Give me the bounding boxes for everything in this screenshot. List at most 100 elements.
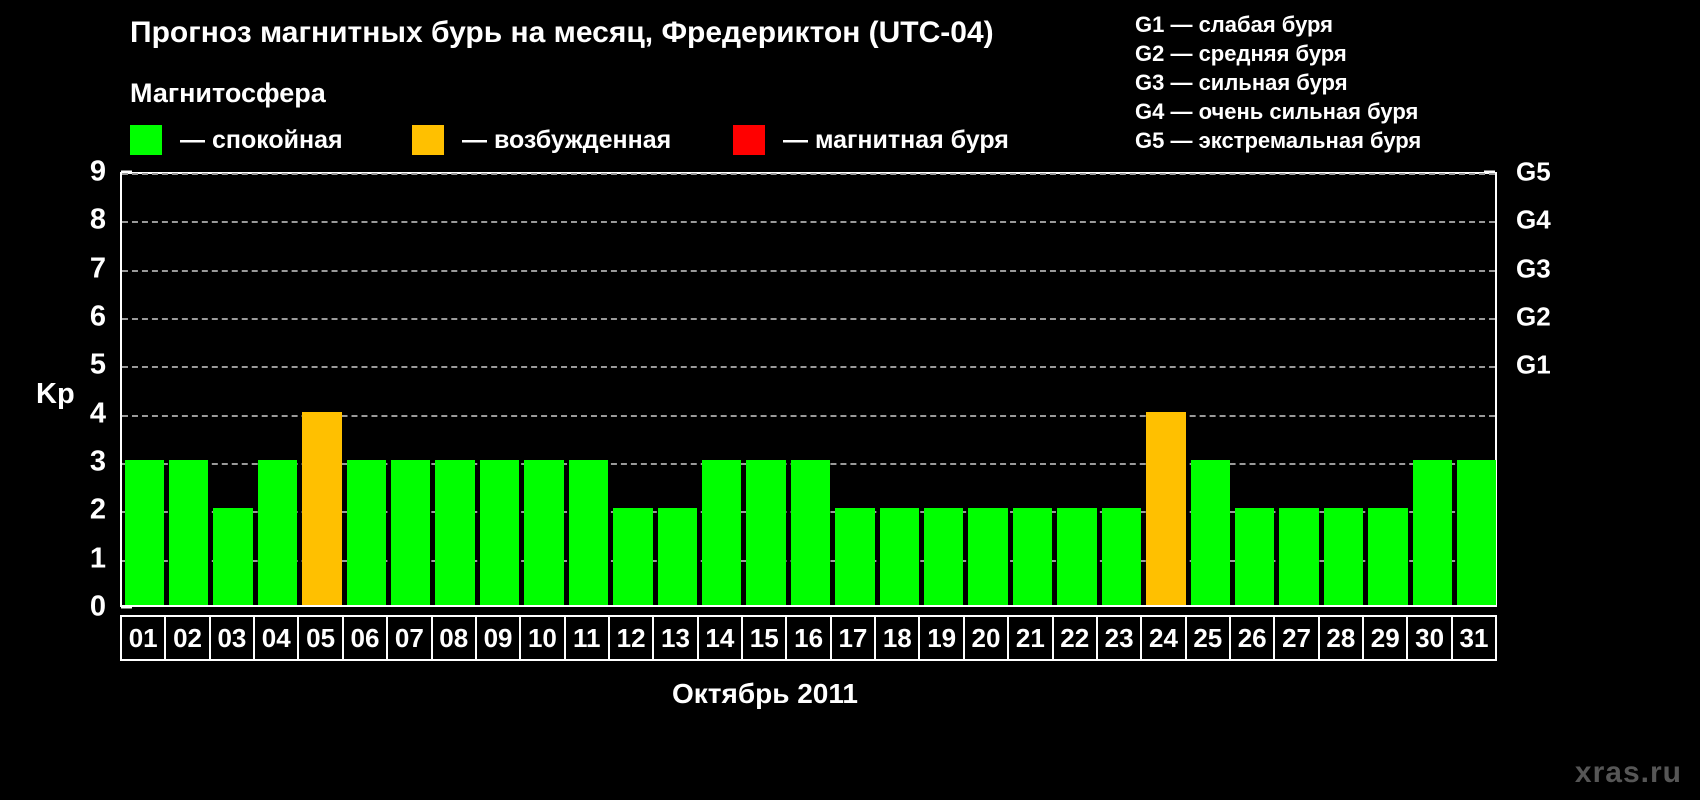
bar-day-28	[1323, 508, 1364, 605]
bar-day-09	[479, 460, 520, 605]
g-tick-G5: G5	[1516, 156, 1551, 187]
bar-day-02	[168, 460, 209, 605]
g-tick-G3: G3	[1516, 253, 1551, 284]
day-label-22: 22	[1054, 617, 1098, 659]
y-tick-9: 9	[89, 155, 106, 188]
g-tick-G4: G4	[1516, 204, 1551, 235]
bar-day-22	[1057, 508, 1097, 605]
chart-plot-area	[120, 172, 1497, 607]
legend-label-storm: — магнитная буря	[783, 125, 1009, 154]
bar-day-25	[1190, 460, 1230, 605]
storm-swatch	[733, 125, 765, 155]
y-tick-6: 6	[89, 300, 106, 333]
bar-day-26	[1234, 508, 1275, 605]
bar-series	[122, 174, 1497, 605]
day-label-30: 30	[1408, 617, 1453, 659]
x-axis-day-labels: 01 02 03 04 05 06 07 08 09 10 11 12 13 14 15 16 17 18 19 20…	[120, 615, 1497, 661]
day-label-16: 16	[787, 617, 832, 659]
day-label-14: 14	[699, 617, 744, 659]
gscale-line-g4: G4 — очень сильная буря	[1135, 99, 1419, 124]
bar-day-12	[613, 508, 653, 605]
bar-day-30	[1412, 460, 1453, 605]
bar-day-20	[968, 508, 1008, 605]
day-label-17: 17	[832, 617, 877, 659]
day-label-23: 23	[1098, 617, 1143, 659]
page-title: Прогноз магнитных бурь на месяц, Фредери…	[130, 16, 994, 49]
day-label-13: 13	[654, 617, 699, 659]
day-label-27: 27	[1275, 617, 1320, 659]
bar-day-05	[302, 411, 342, 605]
y-tick-3: 3	[89, 445, 106, 478]
day-label-29: 29	[1364, 617, 1409, 659]
y-tick-2: 2	[89, 493, 106, 526]
day-label-09: 09	[477, 617, 522, 659]
y-tick-5: 5	[89, 348, 106, 381]
gridline-8	[122, 221, 1495, 224]
bar-day-19	[924, 508, 964, 605]
day-label-07: 07	[388, 617, 433, 659]
bar-day-06	[346, 460, 386, 605]
bar-day-14	[701, 460, 742, 605]
bar-day-01	[124, 460, 164, 605]
day-label-31: 31	[1459, 622, 1489, 653]
legend-label-quiet: — спокойная	[180, 125, 343, 154]
y-tickmark-0	[121, 605, 132, 609]
x-axis-title: Октябрь 2011	[0, 678, 1700, 710]
gscale-line-g2: G2 — средняя буря	[1135, 41, 1347, 66]
bar-day-18	[879, 508, 920, 605]
bar-day-16	[790, 460, 831, 605]
bar-day-08	[435, 460, 475, 605]
bar-day-17	[835, 508, 875, 605]
bar-day-23	[1101, 508, 1142, 605]
day-label-03: 03	[211, 617, 256, 659]
day-label-25: 25	[1187, 617, 1231, 659]
unsettled-swatch	[412, 125, 444, 155]
bar-day-11	[568, 460, 609, 605]
gscale-line-g1: G1 — слабая буря	[1135, 12, 1334, 37]
day-label-18: 18	[876, 617, 921, 659]
day-label-05: 05	[299, 617, 344, 659]
bar-day-03	[213, 508, 253, 605]
day-label-15: 15	[743, 617, 788, 659]
legend-item-unsettled: — возбужденная	[412, 122, 671, 158]
quiet-swatch	[130, 125, 162, 155]
gscale-legend: G1 — слабая буря G2 — средняя буря G3 — …	[1135, 10, 1421, 155]
legend-item-quiet: — спокойная	[130, 122, 343, 158]
bar-day-29	[1368, 508, 1408, 605]
day-label-24: 24	[1142, 617, 1187, 659]
day-label-19: 19	[920, 617, 965, 659]
bar-day-07	[391, 460, 431, 605]
day-label-02: 02	[166, 617, 211, 659]
gridline-9	[122, 173, 1495, 175]
legend-item-storm: — магнитная буря	[733, 122, 1009, 158]
day-label-01: 01	[122, 617, 167, 659]
bar-day-15	[746, 460, 786, 605]
g-tick-G2: G2	[1516, 301, 1551, 332]
bar-day-24	[1146, 411, 1186, 605]
day-label-10: 10	[521, 617, 566, 659]
bar-day-10	[524, 460, 564, 605]
day-label-12: 12	[610, 617, 655, 659]
legend-label-unsettled: — возбужденная	[462, 125, 672, 154]
gridline-4	[122, 414, 1495, 417]
day-label-21: 21	[1009, 617, 1054, 659]
y-tick-0: 0	[89, 590, 106, 623]
gscale-line-g3: G3 — сильная буря	[1135, 70, 1348, 95]
bar-day-31	[1457, 460, 1497, 605]
y-axis-title: Kp	[36, 378, 75, 410]
day-label-26: 26	[1231, 617, 1276, 659]
day-label-11: 11	[566, 617, 610, 659]
gridline-5	[122, 366, 1495, 369]
y-tick-1: 1	[89, 542, 106, 575]
y-tick-8: 8	[89, 203, 106, 236]
gscale-line-g5: G5 — экстремальная буря	[1135, 128, 1422, 153]
bar-day-13	[657, 508, 697, 605]
day-label-04: 04	[255, 617, 300, 659]
bar-day-27	[1279, 508, 1319, 605]
gridline-7	[122, 269, 1495, 272]
gridline-6	[122, 318, 1495, 320]
day-label-28: 28	[1320, 617, 1365, 659]
y-tick-4: 4	[89, 397, 106, 430]
month-label: Октябрь 2011	[672, 678, 858, 709]
day-label-06: 06	[344, 617, 389, 659]
